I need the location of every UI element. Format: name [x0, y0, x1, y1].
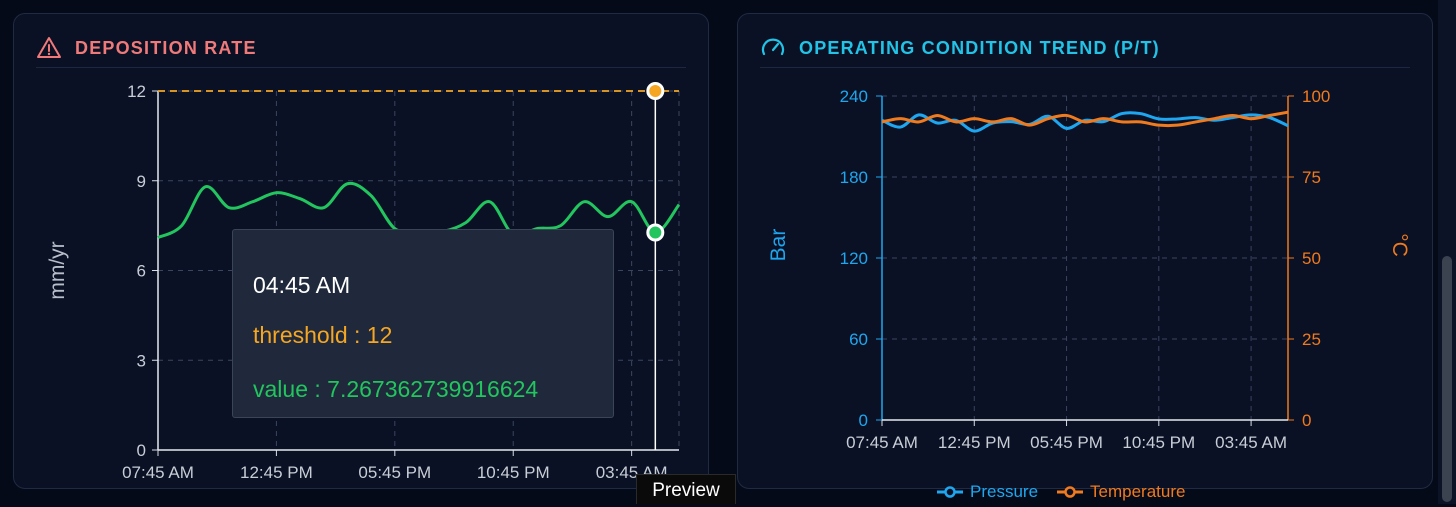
- left-tick-label: 240: [840, 87, 868, 106]
- temperature-line: [881, 110, 1289, 128]
- x-tick-label: 10:45 PM: [477, 463, 550, 482]
- deposition-rate-panel: DEPOSITION RATE 0 3 6 9 12 07:45 AM 12:45 PM 05…: [13, 13, 709, 489]
- right-tick-label: 50: [1302, 249, 1321, 268]
- y-tick-label: 6: [137, 262, 146, 281]
- x-tick-label: 12:45 PM: [938, 433, 1011, 452]
- legend-label: Pressure: [970, 482, 1039, 501]
- tooltip-value-value: 7.267362739916624: [327, 376, 539, 402]
- left-tick-label: 60: [849, 330, 868, 349]
- x-tick-label: 07:45 AM: [846, 433, 918, 452]
- chart-legend: Pressure Temperature: [936, 480, 1185, 504]
- operating-panel-header: OPERATING CONDITION TREND (P/T): [738, 14, 1432, 68]
- left-axis-label: Bar: [767, 229, 790, 262]
- header-divider: [36, 67, 686, 68]
- warning-triangle-icon: [37, 37, 61, 58]
- left-tick-label: 180: [840, 168, 868, 187]
- right-axis-label: °C: [1388, 233, 1411, 257]
- panel-title: OPERATING CONDITION TREND (P/T): [799, 38, 1160, 58]
- x-tick-label: 12:45 PM: [240, 463, 313, 482]
- x-tick-label: 03:45 AM: [1215, 433, 1287, 452]
- x-tick-label: 05:45 PM: [1030, 433, 1103, 452]
- y-tick-label: 9: [137, 172, 146, 191]
- tooltip-threshold-row: threshold : 12: [253, 322, 393, 348]
- legend-item-pressure[interactable]: Pressure: [936, 480, 1038, 504]
- legend-item-temperature[interactable]: Temperature: [1056, 480, 1185, 504]
- right-tick-label: 100: [1302, 87, 1330, 106]
- threshold-active-dot: [646, 82, 665, 100]
- left-tick-label: 120: [840, 249, 868, 268]
- y-tick-label: 12: [127, 82, 146, 101]
- right-tick-label: 0: [1302, 411, 1311, 430]
- y-tick-label: 3: [137, 351, 146, 370]
- x-tick-label: 10:45 PM: [1122, 433, 1195, 452]
- tooltip-value-row: value : 7.267362739916624: [253, 376, 539, 402]
- y-axis-label: mm/yr: [46, 241, 69, 299]
- operating-condition-panel: OPERATING CONDITION TREND (P/T) 0 60 120 18…: [737, 13, 1433, 489]
- legend-line-icon: [937, 486, 963, 498]
- deposition-panel-header: DEPOSITION RATE: [14, 14, 708, 68]
- right-tick-label: 25: [1302, 330, 1321, 349]
- right-tick-label: 75: [1302, 168, 1321, 187]
- left-tick-label: 0: [859, 411, 868, 430]
- chart-tooltip: 04:45 AM threshold : 12 value : 7.267362…: [232, 229, 614, 418]
- scrollbar[interactable]: [1438, 0, 1456, 504]
- tooltip-threshold-label: threshold: [253, 322, 348, 348]
- legend-line-icon: [1057, 486, 1084, 498]
- header-divider: [760, 67, 1410, 68]
- x-tick-label: 05:45 PM: [358, 463, 431, 482]
- panel-title: DEPOSITION RATE: [75, 38, 257, 58]
- y-tick-label: 0: [137, 441, 146, 460]
- preview-tab[interactable]: Preview: [636, 474, 736, 504]
- tooltip-threshold-value: 12: [366, 322, 393, 348]
- value-active-dot: [646, 223, 665, 242]
- operating-chart[interactable]: 0 60 120 180 240 0 25 50 75 100 07:45 AM 12:45 PM 05…: [738, 14, 1433, 489]
- x-tick-label: 07:45 AM: [122, 463, 194, 482]
- tooltip-time: 04:45 AM: [253, 272, 351, 298]
- tooltip-value-label: value: [253, 376, 308, 402]
- legend-label: Temperature: [1090, 482, 1186, 501]
- scrollbar-thumb[interactable]: [1442, 256, 1452, 502]
- gauge-icon: [761, 38, 785, 56]
